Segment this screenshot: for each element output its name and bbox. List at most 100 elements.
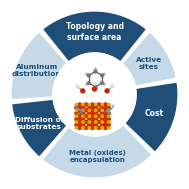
Circle shape xyxy=(88,115,91,117)
Polygon shape xyxy=(42,124,152,178)
Circle shape xyxy=(101,109,103,112)
Circle shape xyxy=(81,112,84,115)
Polygon shape xyxy=(42,11,147,62)
Text: Aluminum
distribution: Aluminum distribution xyxy=(12,64,62,77)
Circle shape xyxy=(75,123,78,126)
Circle shape xyxy=(88,123,91,126)
Circle shape xyxy=(78,115,81,118)
Circle shape xyxy=(111,85,114,88)
Circle shape xyxy=(75,106,78,109)
Circle shape xyxy=(104,103,107,106)
Circle shape xyxy=(97,120,101,124)
Circle shape xyxy=(78,103,81,106)
Circle shape xyxy=(75,112,78,115)
Polygon shape xyxy=(11,32,67,100)
Circle shape xyxy=(101,106,104,109)
Circle shape xyxy=(78,118,81,120)
Circle shape xyxy=(101,121,103,123)
Circle shape xyxy=(97,115,101,118)
Circle shape xyxy=(108,115,110,117)
Circle shape xyxy=(104,106,107,109)
Circle shape xyxy=(78,106,81,109)
Circle shape xyxy=(88,117,91,121)
Circle shape xyxy=(104,124,107,126)
Circle shape xyxy=(97,126,101,129)
Circle shape xyxy=(101,123,104,126)
Circle shape xyxy=(107,123,110,126)
Circle shape xyxy=(75,109,78,112)
Circle shape xyxy=(101,117,104,121)
Circle shape xyxy=(108,109,110,112)
Circle shape xyxy=(84,120,88,124)
Circle shape xyxy=(104,126,107,129)
Circle shape xyxy=(88,103,91,106)
Circle shape xyxy=(78,109,81,112)
Circle shape xyxy=(104,109,107,112)
Circle shape xyxy=(103,83,105,85)
Polygon shape xyxy=(124,82,178,152)
Polygon shape xyxy=(122,32,177,86)
Text: Metal (oxides)
encapsulation: Metal (oxides) encapsulation xyxy=(69,150,126,163)
Circle shape xyxy=(107,117,110,121)
Circle shape xyxy=(104,112,107,115)
Circle shape xyxy=(88,106,91,109)
Circle shape xyxy=(95,121,97,123)
Circle shape xyxy=(97,109,101,112)
Circle shape xyxy=(108,121,110,123)
Circle shape xyxy=(88,109,91,112)
Circle shape xyxy=(81,123,84,126)
Circle shape xyxy=(101,127,103,129)
Circle shape xyxy=(82,115,84,117)
Text: Topology and
surface area: Topology and surface area xyxy=(66,22,123,42)
Circle shape xyxy=(91,103,94,106)
Circle shape xyxy=(91,120,94,124)
Circle shape xyxy=(103,73,105,75)
Circle shape xyxy=(81,106,84,109)
Circle shape xyxy=(82,109,84,112)
Circle shape xyxy=(108,127,110,129)
Circle shape xyxy=(94,117,97,121)
Circle shape xyxy=(75,117,78,121)
Circle shape xyxy=(93,82,96,85)
Circle shape xyxy=(101,112,104,115)
Circle shape xyxy=(53,53,136,136)
Circle shape xyxy=(107,106,110,109)
Circle shape xyxy=(75,121,78,123)
Circle shape xyxy=(94,70,97,73)
Polygon shape xyxy=(11,99,67,157)
Circle shape xyxy=(95,127,97,129)
Circle shape xyxy=(94,85,97,88)
Circle shape xyxy=(91,126,94,129)
Circle shape xyxy=(86,83,88,85)
Circle shape xyxy=(101,115,103,117)
Circle shape xyxy=(94,106,97,109)
Circle shape xyxy=(91,115,94,118)
Circle shape xyxy=(78,124,81,126)
Circle shape xyxy=(104,115,107,118)
Circle shape xyxy=(84,103,88,106)
Circle shape xyxy=(95,115,97,117)
Circle shape xyxy=(82,121,84,123)
Circle shape xyxy=(87,74,90,77)
Circle shape xyxy=(78,126,81,129)
Circle shape xyxy=(104,120,107,124)
Circle shape xyxy=(91,118,94,120)
Circle shape xyxy=(76,85,79,88)
Circle shape xyxy=(107,112,110,115)
Circle shape xyxy=(78,112,81,115)
Circle shape xyxy=(91,109,94,112)
Circle shape xyxy=(94,88,96,90)
Circle shape xyxy=(105,89,109,93)
Circle shape xyxy=(101,74,103,77)
Circle shape xyxy=(84,115,88,118)
Text: Diffusion of
substrates: Diffusion of substrates xyxy=(15,117,64,130)
Circle shape xyxy=(94,123,97,126)
Circle shape xyxy=(95,103,97,106)
Circle shape xyxy=(97,103,101,106)
Circle shape xyxy=(86,73,88,75)
Circle shape xyxy=(94,68,96,70)
Circle shape xyxy=(78,120,81,124)
Circle shape xyxy=(101,103,103,106)
Text: Cost: Cost xyxy=(145,109,164,118)
Circle shape xyxy=(81,117,84,121)
